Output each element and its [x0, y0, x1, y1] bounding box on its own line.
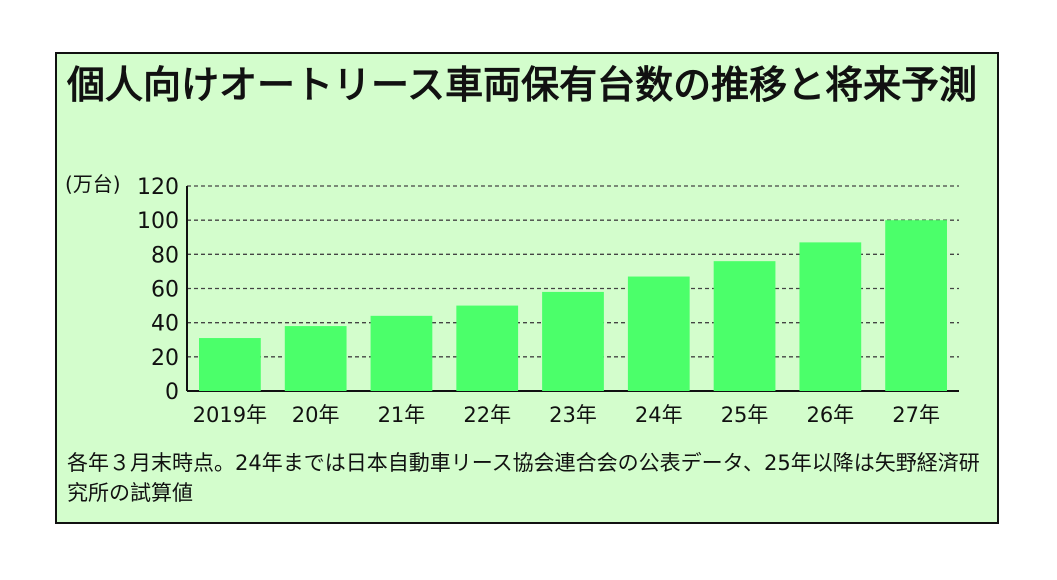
bar — [885, 220, 947, 391]
chart-frame: 個人向けオートリース車両保有台数の推移と将来予測 (万台) 0 20 40 60 80 1… — [55, 52, 999, 524]
y-tick-label: 100 — [137, 209, 179, 234]
x-tick-label: 2019年 — [193, 403, 267, 427]
x-tick-label: 27年 — [892, 403, 940, 427]
y-tick-label: 0 — [165, 380, 179, 405]
x-tick-label: 23年 — [549, 403, 597, 427]
bar — [456, 305, 519, 391]
bar-chart-plot: 0 20 40 60 80 100 120 2019年 20年 21年 22年 23年 24年 25年 26… — [137, 175, 959, 427]
x-tick-label: 25年 — [721, 403, 769, 427]
y-tick-label: 60 — [151, 278, 179, 303]
x-tick-label: 21年 — [378, 403, 426, 427]
bar — [799, 242, 862, 391]
bar — [284, 326, 347, 391]
bar — [370, 315, 433, 391]
bar — [713, 261, 776, 391]
y-tick-label: 40 — [151, 312, 179, 337]
x-tick-label: 26年 — [806, 403, 854, 427]
bar — [627, 276, 690, 391]
bar — [542, 291, 604, 391]
x-tick-label: 24年 — [635, 403, 683, 427]
bar — [199, 338, 261, 391]
y-tick-label: 80 — [151, 243, 179, 268]
y-tick-label: 20 — [151, 346, 179, 371]
x-tick-label: 22年 — [463, 403, 511, 427]
chart-title: 個人向けオートリース車両保有台数の推移と将来予測 — [67, 63, 978, 107]
chart-footnote: 各年３月末時点。24年までは日本自動車リース協会連合会の公表データ、25年以降は… — [67, 451, 980, 505]
y-tick-label: 120 — [137, 175, 179, 200]
y-axis-unit-label: (万台) — [65, 172, 121, 196]
x-tick-label: 20年 — [292, 403, 340, 427]
